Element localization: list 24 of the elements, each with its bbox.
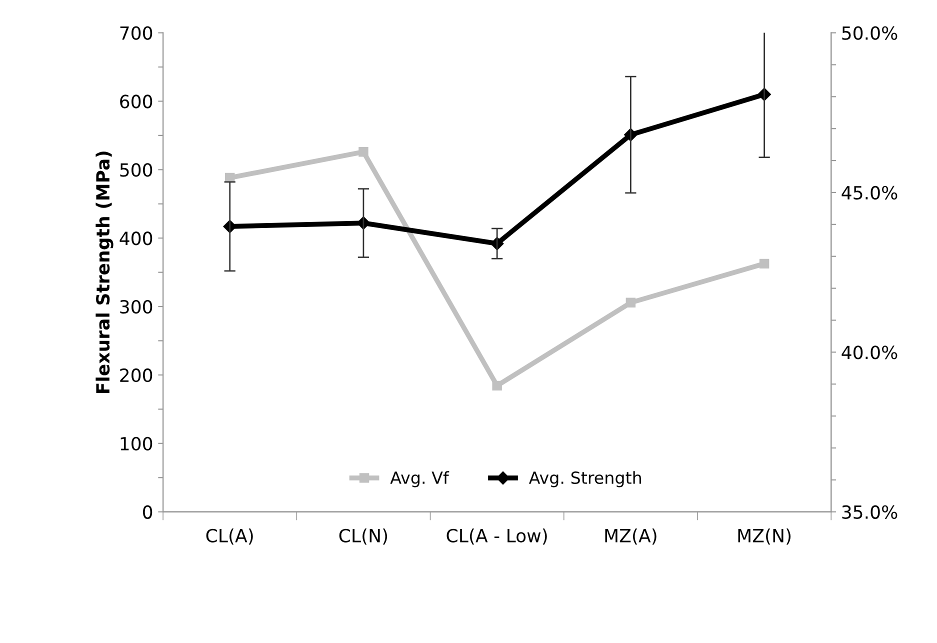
- point: [492, 380, 502, 391]
- y2-tick-label: 45.0%: [842, 186, 898, 200]
- y2-tick-label: 50.0%: [842, 26, 898, 40]
- point: [358, 147, 368, 157]
- x-tick-label: CL(A - Low): [446, 528, 547, 545]
- x-tick-label: CL(N): [339, 528, 388, 545]
- y-tick-label: 500: [120, 163, 152, 177]
- legend-label: Avg. Vf: [390, 471, 450, 488]
- point: [759, 258, 770, 269]
- y-tick-label: 400: [120, 232, 152, 246]
- y-tick-label: 100: [120, 436, 152, 451]
- x-tick-label: MZ(N): [738, 528, 791, 545]
- x-tick-label: CL(A): [206, 528, 253, 545]
- x-tick-label: MZ(A): [605, 528, 656, 545]
- y2-tick-label: 40.0%: [842, 346, 898, 360]
- y-tick-label: 200: [120, 368, 152, 382]
- point: [626, 298, 636, 308]
- legend-label: Avg. Strength: [528, 471, 641, 488]
- y-tick-label: 300: [120, 300, 152, 314]
- y-axis-title: Flexural Strength (MPa): [96, 152, 114, 393]
- y-tick-label: 700: [120, 26, 152, 40]
- y-tick-label: 0: [143, 505, 152, 519]
- y2-tick-label: 35.0%: [842, 505, 898, 519]
- y-tick-label: 600: [120, 94, 152, 108]
